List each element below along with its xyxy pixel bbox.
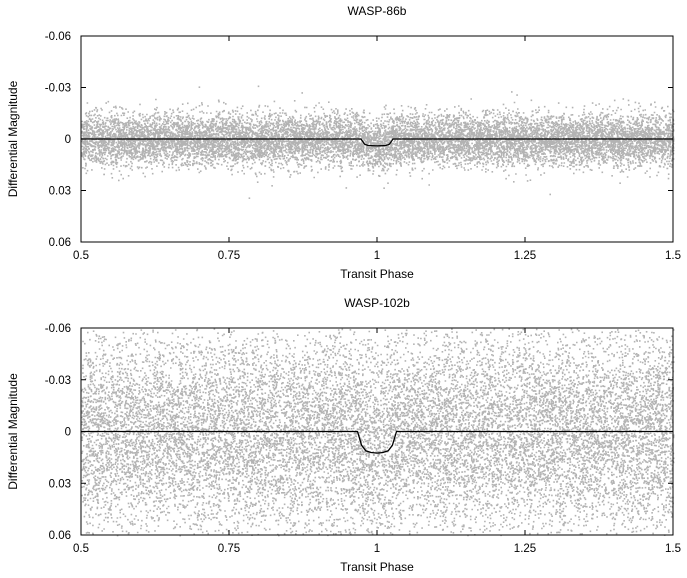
x-tick-label: 0.5: [73, 543, 89, 555]
x-tick-label: 0.5: [73, 250, 89, 262]
y-axis-label: Differential Magnitude: [6, 373, 20, 490]
x-tick-label: 1.5: [665, 250, 681, 262]
y-tick-label: 0.06: [49, 237, 71, 249]
y-axis-ticks: -0.06 -0.03 0 0.03 0.06: [45, 31, 673, 249]
transit-model-line: [81, 430, 673, 454]
y-tick-label: -0.06: [45, 323, 71, 335]
data-point: [81, 328, 675, 537]
x-tick-label: 1.5: [665, 543, 681, 555]
y-tick-label: 0.06: [49, 530, 71, 542]
x-axis-ticks: 0.5 0.75 1 1.25 1.5: [73, 328, 681, 555]
x-tick-label: 1: [374, 250, 380, 262]
chart-title: WASP-102b: [344, 296, 410, 310]
x-tick-label: 0.75: [218, 543, 240, 555]
y-tick-label: -0.03: [45, 375, 71, 387]
y-tick-label: -0.06: [45, 31, 71, 43]
panel-wasp-86b: WASP-86b 0.5 0.75 1 1.25 1.5 -0.06 -0.03 0 0.03…: [6, 4, 681, 281]
panel-wasp-102b: WASP-102b 0.5 0.75 1 1.25 1.5 -0.06 -0.03 0 0.0…: [6, 296, 681, 574]
x-axis-label: Transit Phase: [340, 560, 414, 574]
data-point: [81, 85, 675, 199]
y-axis-ticks: -0.06 -0.03 0 0.03 0.06: [45, 323, 673, 542]
y-tick-label: 0: [65, 134, 71, 146]
y-axis-label: Differential Magnitude: [6, 80, 20, 197]
x-tick-label: 1: [374, 543, 380, 555]
chart-title: WASP-86b: [348, 4, 407, 18]
y-tick-label: 0: [65, 427, 71, 439]
x-tick-label: 1.25: [514, 543, 536, 555]
x-tick-label: 0.75: [218, 250, 240, 262]
y-tick-label: 0.03: [49, 186, 71, 198]
scatter-points: [81, 85, 675, 199]
scatter-points: [81, 328, 675, 537]
x-tick-label: 1.25: [514, 250, 536, 262]
x-axis-label: Transit Phase: [340, 267, 414, 281]
x-axis-ticks: 0.5 0.75 1 1.25 1.5: [73, 36, 681, 262]
y-tick-label: 0.03: [49, 478, 71, 490]
transit-model-line: [81, 138, 673, 147]
y-tick-label: -0.03: [45, 83, 71, 95]
